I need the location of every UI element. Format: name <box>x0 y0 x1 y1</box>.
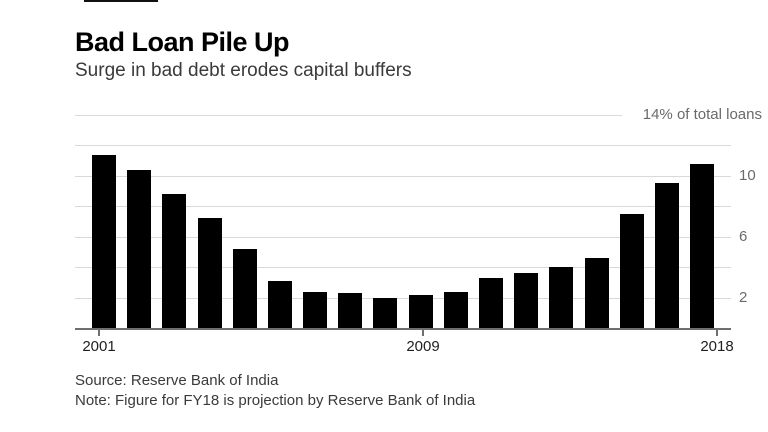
bar-2016 <box>619 213 644 328</box>
bar-2011 <box>443 291 468 328</box>
y-axis-tick-label-6: 6 <box>739 227 748 245</box>
bar-2009 <box>373 297 398 328</box>
bar-2017 <box>654 183 679 328</box>
x-axis-line <box>75 328 731 330</box>
bar-2014 <box>549 267 574 328</box>
y-axis-tick-label-10: 10 <box>739 166 756 184</box>
gridline-12 <box>75 145 731 147</box>
chart-subtitle: Surge in bad debt erodes capital buffers <box>75 60 412 81</box>
chart-title: Bad Loan Pile Up <box>75 27 290 57</box>
source-note: Source: Reserve Bank of India <box>75 372 279 389</box>
y-axis-unit-label: 14% of total loans <box>642 106 762 123</box>
bar-2001 <box>92 154 116 328</box>
bar-2005 <box>232 248 257 328</box>
bar-2004 <box>197 218 222 328</box>
x-axis-tick-2001 <box>98 330 100 336</box>
gridline-4 <box>75 267 731 269</box>
bar-2010 <box>408 294 433 328</box>
bar-2013 <box>514 273 539 328</box>
bar-2008 <box>338 293 363 328</box>
chart-footer: Source: Reserve Bank of India Note: Figu… <box>75 371 735 411</box>
gridline-10 <box>75 175 731 177</box>
projection-note: Note: Figure for FY18 is projection by R… <box>75 392 476 409</box>
gridline-6 <box>75 236 731 238</box>
bar-2007 <box>303 291 328 328</box>
x-axis-tick-label-2009: 2009 <box>406 338 440 355</box>
x-axis-tick-2009 <box>422 330 424 336</box>
chart-header: Bad Loan Pile Up Surge in bad debt erode… <box>75 28 715 82</box>
bar-2012 <box>478 277 503 328</box>
bar-chart: 14% of total loans 10 6 2 2001 2009 2018 <box>0 106 768 365</box>
x-axis-tick-2018 <box>716 330 718 336</box>
gridline-2 <box>75 297 731 299</box>
gridline-8 <box>75 206 731 208</box>
top-crop-mark <box>84 0 158 2</box>
y-axis-tick-label-2: 2 <box>739 288 748 306</box>
gridline-14 <box>75 115 622 116</box>
bar-2003 <box>162 194 187 328</box>
bar-2006 <box>267 280 292 328</box>
bar-2018 <box>690 163 715 328</box>
x-axis-tick-label-2001: 2001 <box>82 338 116 355</box>
plot-area <box>75 115 731 330</box>
bar-2002 <box>127 169 152 328</box>
bar-2015 <box>584 258 609 328</box>
x-axis-tick-label-2018: 2018 <box>700 338 734 355</box>
